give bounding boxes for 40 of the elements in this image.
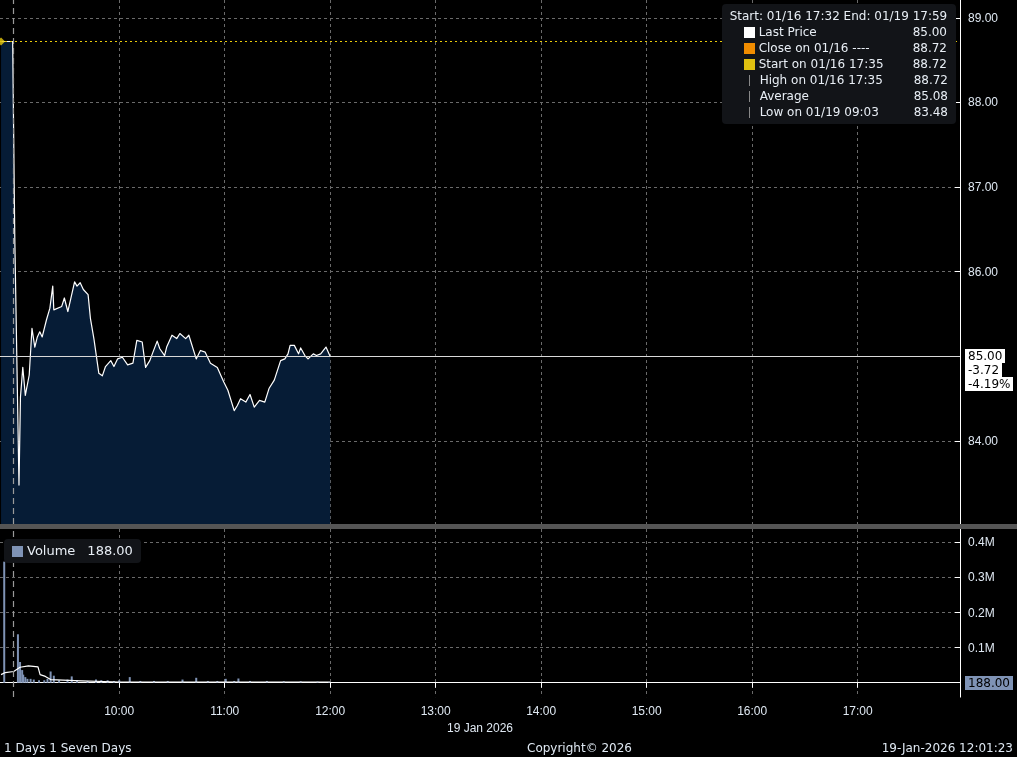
x-tick-label: 16:00 — [737, 704, 768, 719]
annotation: 188.00 — [87, 543, 133, 559]
text: 19-Jan-2026 12:01:23 — [881, 741, 1013, 755]
legend-label: Last Price — [758, 24, 818, 40]
x-tick-label: 14:00 — [526, 704, 557, 719]
text: -3.72 — [965, 363, 1003, 378]
y-tick-label: 86.00 — [968, 264, 999, 279]
text: 1 Days 1 Seven Days — [4, 741, 132, 755]
y-tick-label: 0.2M — [968, 605, 995, 620]
x-tick-label: 10:00 — [104, 704, 135, 719]
y-tick-label: 87.00 — [968, 180, 999, 195]
annotation: High on 01/16 17:35 — [759, 72, 884, 88]
annotation: 85.08 — [913, 88, 948, 104]
text: 188.00 — [965, 675, 1013, 690]
y-tick-label: 0.4M — [968, 535, 995, 550]
annotation: Start: 01/16 17:32 End: 01/19 17:59 — [729, 8, 948, 24]
x-tick-label: 15:00 — [631, 704, 663, 719]
x-tick-label: 11:00 — [210, 704, 240, 719]
y-tick-label: 89.00 — [968, 10, 999, 25]
annotation: 83.48 — [913, 104, 948, 120]
annotation: Low on 01/19 09:03 — [759, 104, 880, 120]
y-tick-label: 0.1M — [968, 640, 995, 655]
y-tick-label: 0.3M — [968, 570, 995, 585]
y-tick-label: 84.00 — [968, 434, 999, 449]
annotation: 85.00 — [912, 24, 947, 40]
x-axis-title: 19 Jan 2026 — [446, 721, 514, 735]
x-tick-label: 13:00 — [420, 704, 452, 719]
legend-label: Volume — [27, 543, 76, 559]
annotation: Close on 01/16 ---- — [758, 40, 871, 56]
text: 85.00 — [965, 349, 1006, 364]
x-tick-label: 12:00 — [315, 704, 346, 719]
text: Copyright© 2026 — [527, 741, 632, 755]
x-tick-label: 17:00 — [842, 704, 874, 719]
annotation: 88.72 — [912, 40, 947, 56]
text: -4.19% — [965, 377, 1014, 392]
annotation: Average — [759, 88, 810, 104]
y-tick-label: 88.00 — [968, 95, 999, 110]
annotation: Start on 01/16 17:35 — [758, 56, 885, 72]
annotation: 88.72 — [912, 56, 947, 72]
annotation: 88.72 — [913, 72, 948, 88]
